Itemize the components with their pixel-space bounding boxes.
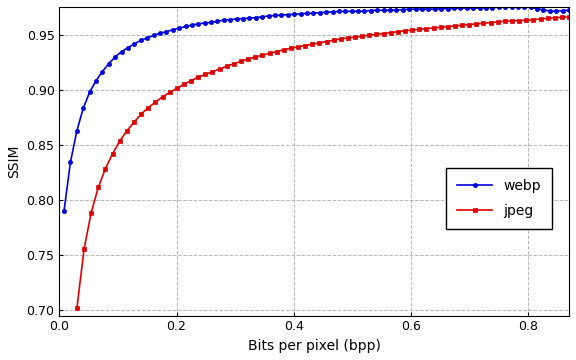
jpeg <box>344 36 351 40</box>
webp <box>361 9 368 13</box>
jpeg <box>202 72 209 77</box>
Line: webp: webp <box>62 5 571 213</box>
webp <box>386 8 393 12</box>
jpeg <box>74 306 81 310</box>
jpeg <box>223 64 230 68</box>
webp <box>60 209 67 213</box>
webp <box>406 7 412 12</box>
jpeg <box>494 20 501 24</box>
webp <box>502 5 509 9</box>
Legend: webp, jpeg: webp, jpeg <box>446 168 552 229</box>
jpeg <box>566 15 573 19</box>
webp <box>514 5 521 9</box>
jpeg <box>188 78 195 83</box>
X-axis label: Bits per pixel (bpp): Bits per pixel (bpp) <box>248 339 381 353</box>
webp <box>367 8 374 13</box>
webp <box>285 13 291 17</box>
webp <box>566 8 573 12</box>
Line: jpeg: jpeg <box>75 15 571 310</box>
jpeg <box>487 21 494 25</box>
Y-axis label: SSIM: SSIM <box>7 145 21 178</box>
